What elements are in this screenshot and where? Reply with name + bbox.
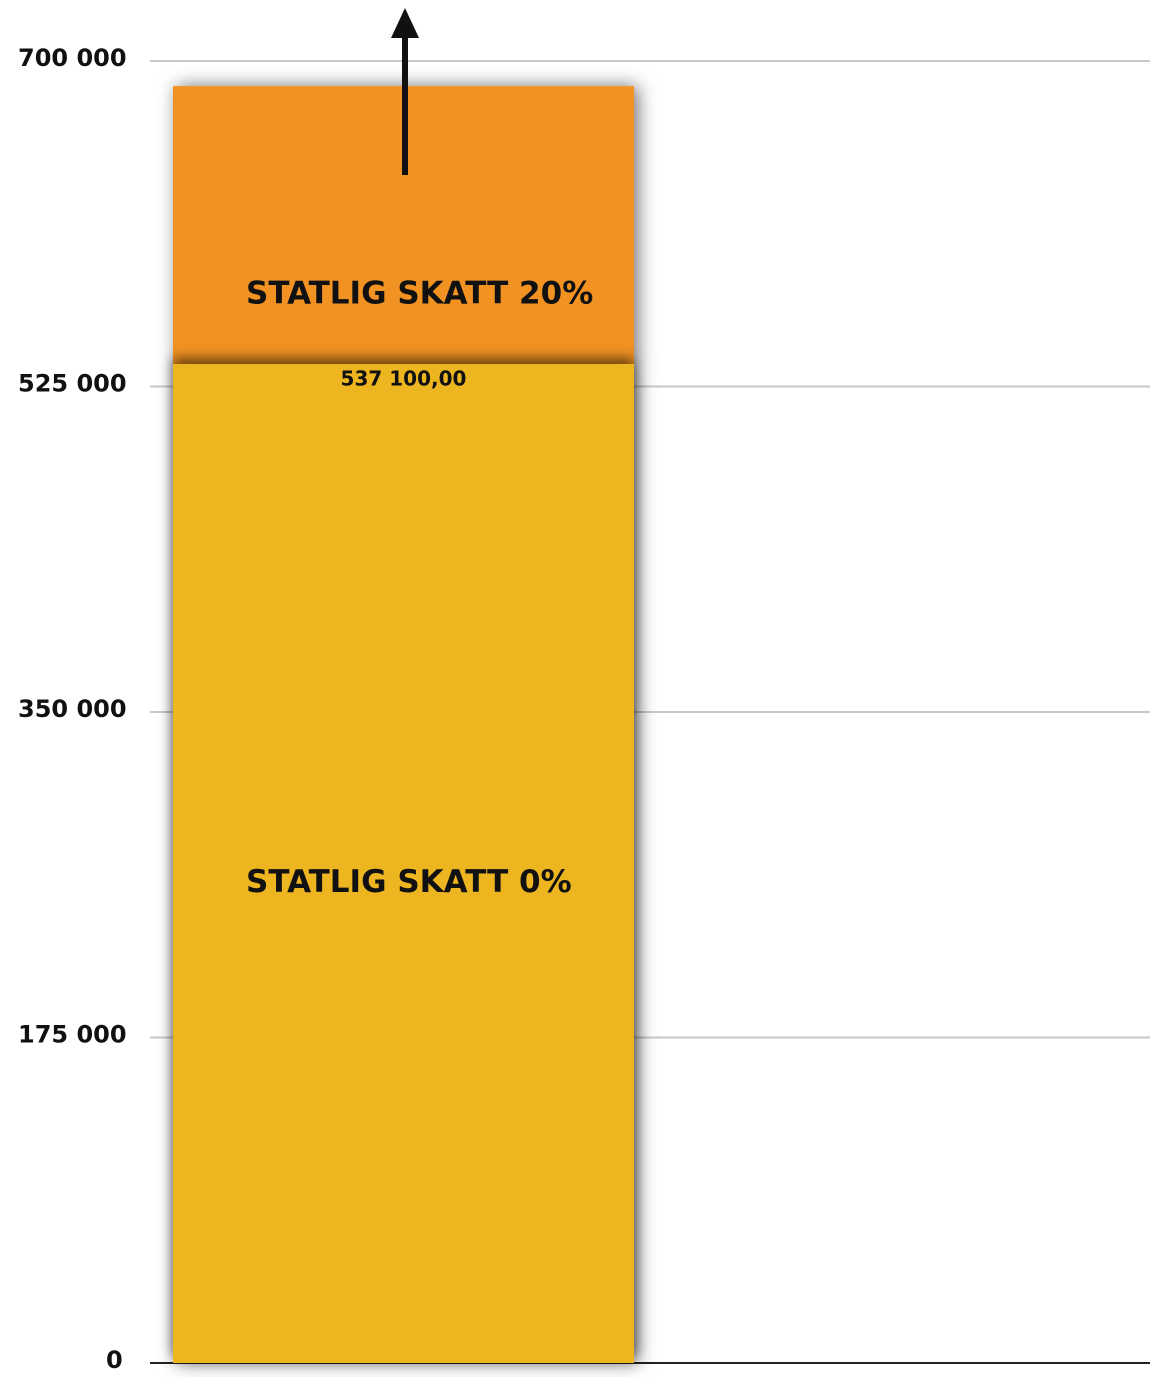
arrow-head [391,8,419,38]
y-tick-label: 175 000 [18,1021,127,1049]
y-tick-label: 525 000 [18,370,127,398]
y-tick-label: 700 000 [18,44,127,72]
series-label: STATLIG SKATT 0% [246,864,572,900]
y-tick-label: 350 000 [18,695,127,723]
y-tick-label: 0 [106,1346,123,1374]
series-label: STATLIG SKATT 20% [246,276,593,312]
labels: 0 175 000 350 000 525 000 700 000 STATLIG SKA… [18,8,593,1374]
bars [173,86,634,1363]
value-label: 537 100,00 [341,366,467,390]
bar-segment-overlay [173,363,634,1363]
